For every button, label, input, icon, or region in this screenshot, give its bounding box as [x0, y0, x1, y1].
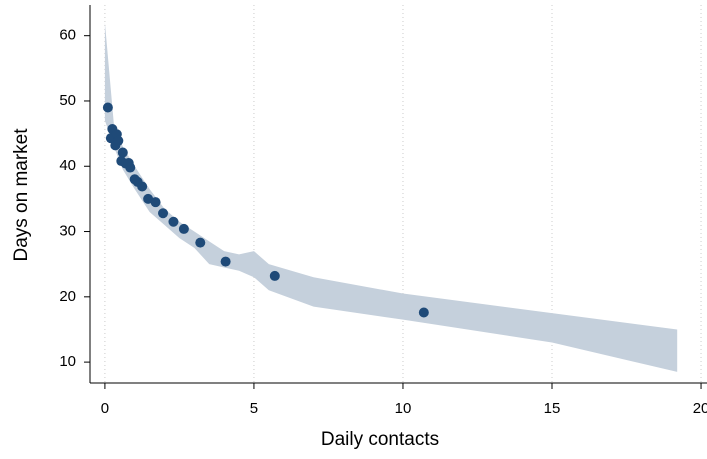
point — [117, 147, 128, 158]
x-tick-label: 0 — [101, 400, 109, 417]
x-tick-label: 5 — [250, 400, 258, 417]
point — [195, 237, 206, 248]
y-tick-label: 40 — [59, 157, 76, 174]
point — [125, 162, 136, 173]
confidence-band — [104, 22, 678, 372]
y-tick-label: 20 — [59, 288, 76, 305]
y-tick-label: 10 — [59, 353, 76, 370]
point — [143, 193, 154, 204]
point — [150, 197, 161, 208]
point — [269, 270, 280, 281]
point — [178, 223, 189, 234]
x-tick-label: 20 — [693, 400, 707, 417]
point — [418, 307, 429, 318]
y-tick-label: 30 — [59, 223, 76, 240]
point — [168, 216, 179, 227]
point — [220, 256, 231, 267]
y-axis-label: Days on market — [11, 128, 32, 262]
point — [102, 102, 113, 113]
y-tick-label: 60 — [59, 27, 76, 44]
y-tick-label: 50 — [59, 92, 76, 109]
x-tick-label: 15 — [544, 400, 561, 417]
x-axis-label: Daily contacts — [321, 429, 439, 450]
x-tick-label: 10 — [395, 400, 412, 417]
point — [113, 135, 124, 146]
point — [137, 181, 148, 192]
point — [158, 208, 169, 219]
